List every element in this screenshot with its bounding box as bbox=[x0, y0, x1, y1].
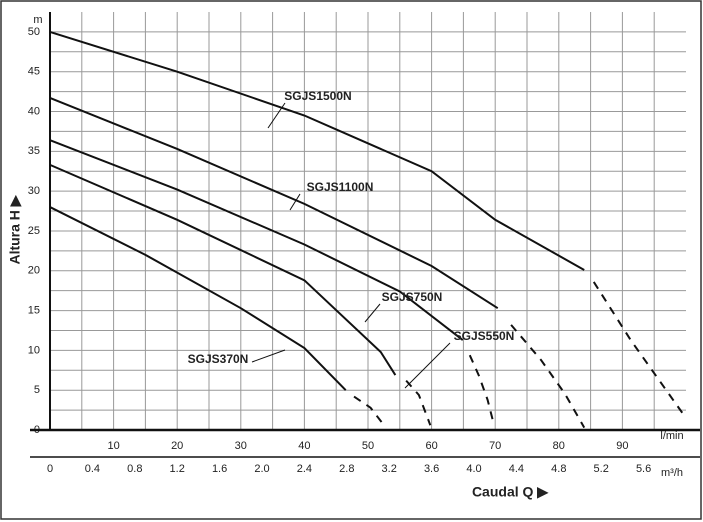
x-tick-label: 10 bbox=[107, 440, 119, 452]
x-unit: l/min bbox=[660, 430, 683, 442]
curve bbox=[49, 139, 464, 341]
grid bbox=[50, 12, 686, 431]
y-tick-label: 35 bbox=[28, 145, 40, 157]
curve bbox=[49, 163, 397, 376]
x-tick-label: 60 bbox=[425, 440, 437, 452]
curve-label: SGJS1100N bbox=[307, 180, 374, 194]
x2-tick-label: 5.6 bbox=[636, 463, 651, 475]
curve-label: SGJS370N bbox=[188, 352, 249, 366]
x2-tick-label: 4.4 bbox=[509, 463, 524, 475]
leader-line bbox=[364, 303, 381, 323]
x2-tick-label: 0 bbox=[47, 463, 53, 475]
y-tick-label: 5 bbox=[34, 384, 40, 396]
y-tick-label: 45 bbox=[28, 66, 40, 78]
x-tick-label: 70 bbox=[489, 440, 501, 452]
x-tick-label: 30 bbox=[235, 440, 247, 452]
leader-line bbox=[289, 193, 301, 211]
y-tick-label: 15 bbox=[28, 304, 40, 316]
x2-tick-label: 3.2 bbox=[382, 463, 397, 475]
x2-tick-label: 4.8 bbox=[551, 463, 566, 475]
y-tick-label: 25 bbox=[28, 225, 40, 237]
x-tick-label: 50 bbox=[362, 440, 374, 452]
curve-label: SGJS750N bbox=[382, 290, 443, 304]
x2-tick-label: 4.0 bbox=[466, 463, 481, 475]
leader-line bbox=[267, 102, 286, 129]
curve-dashed bbox=[353, 395, 387, 429]
curve bbox=[49, 206, 347, 391]
y-tick-label: 40 bbox=[28, 105, 40, 117]
y-tick-label: 20 bbox=[28, 265, 40, 277]
x2-tick-label: 2.8 bbox=[339, 463, 354, 475]
x2-tick-label: 0.4 bbox=[85, 463, 100, 475]
curve bbox=[49, 30, 585, 271]
x2-tick-label: 5.2 bbox=[594, 463, 609, 475]
x2-tick-label: 2.0 bbox=[254, 463, 269, 475]
y-tick-label: 50 bbox=[28, 26, 40, 38]
curve-dashed bbox=[468, 354, 494, 420]
curve-label: SGJS550N bbox=[454, 329, 515, 343]
y-tick-label: 30 bbox=[28, 185, 40, 197]
y-tick-label: 10 bbox=[28, 344, 40, 356]
y-axis-title: Altura H ▶ bbox=[7, 194, 23, 264]
curve-dashed bbox=[592, 281, 687, 419]
leader-line bbox=[404, 342, 451, 389]
curve-dashed bbox=[405, 379, 432, 426]
x-tick-label: 80 bbox=[553, 440, 565, 452]
x2-unit: m³/h bbox=[661, 467, 683, 479]
x-tick-label: 40 bbox=[298, 440, 310, 452]
x-axis-title: Caudal Q ▶ bbox=[472, 484, 549, 500]
x2-tick-label: 3.6 bbox=[424, 463, 439, 475]
y-unit: m bbox=[33, 14, 42, 26]
curve-label: SGJS1500N bbox=[284, 89, 351, 103]
x-tick-label: 90 bbox=[616, 440, 628, 452]
x2-tick-label: 2.4 bbox=[297, 463, 312, 475]
x2-tick-label: 1.2 bbox=[170, 463, 185, 475]
x2-tick-label: 1.6 bbox=[212, 463, 227, 475]
curve bbox=[49, 97, 499, 310]
leader-line bbox=[251, 349, 286, 363]
x-tick-label: 20 bbox=[171, 440, 183, 452]
x2-tick-label: 0.8 bbox=[127, 463, 142, 475]
curve-dashed bbox=[510, 324, 586, 429]
